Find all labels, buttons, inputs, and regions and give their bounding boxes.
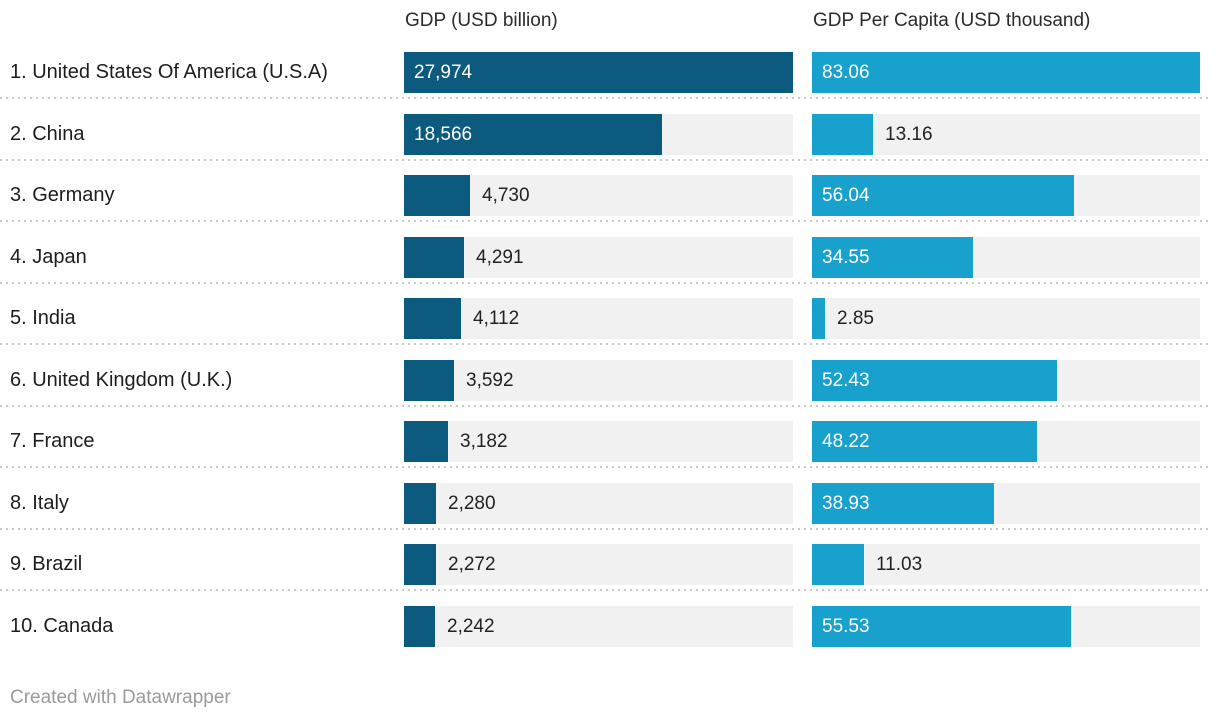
per-capita-value-label: 52.43 bbox=[822, 369, 870, 391]
row-separator bbox=[0, 404, 1208, 407]
row-separator bbox=[0, 281, 1208, 284]
gdp-bar-track: 2,272 bbox=[404, 544, 793, 585]
row-separator bbox=[0, 97, 1208, 99]
column-header-gdp-per-capita: GDP Per Capita (USD thousand) bbox=[813, 10, 1091, 31]
gdp-value-label: 18,566 bbox=[414, 123, 473, 145]
gdp-bar-track: 4,291 bbox=[404, 236, 793, 278]
gdp-value-label: 3,182 bbox=[460, 431, 508, 452]
table-row: 8. Italy 2,280 38.93 bbox=[0, 482, 1220, 545]
gdp-bar bbox=[404, 113, 663, 155]
row-separator bbox=[0, 466, 1208, 468]
gdp-bar-track: 3,182 bbox=[404, 421, 793, 462]
per-capita-bar-track: 48.22 bbox=[812, 421, 1200, 462]
per-capita-bar bbox=[812, 482, 994, 524]
gdp-value-label: 4,291 bbox=[476, 246, 524, 268]
country-label: 2. China bbox=[10, 122, 85, 145]
gdp-bar-track: 27,974 bbox=[404, 52, 793, 93]
gdp-value-label: 2,272 bbox=[448, 554, 496, 575]
gdp-value-label: 4,730 bbox=[482, 185, 530, 206]
gdp-bar bbox=[404, 359, 454, 401]
row-separator bbox=[0, 343, 1208, 345]
per-capita-bar-track: 83.06 bbox=[812, 52, 1200, 93]
country-label: 8. Italy bbox=[10, 491, 69, 514]
country-label: 4. Japan bbox=[10, 245, 87, 268]
row-separator bbox=[0, 589, 1208, 591]
per-capita-value-label: 48.22 bbox=[822, 431, 870, 452]
country-label: 3. Germany bbox=[10, 184, 115, 206]
table-row: 3. Germany 4,730 56.04 bbox=[0, 175, 1220, 237]
gdp-value-label: 27,974 bbox=[414, 62, 473, 83]
gdp-bar bbox=[404, 298, 462, 339]
gdp-bar bbox=[404, 175, 470, 216]
per-capita-bar-track: 38.93 bbox=[812, 482, 1200, 524]
gdp-bar-track: 2,280 bbox=[404, 482, 793, 524]
gdp-bar bbox=[404, 421, 449, 462]
gdp-value-label: 3,592 bbox=[466, 369, 514, 391]
per-capita-value-label: 2.85 bbox=[837, 308, 874, 329]
per-capita-value-label: 11.03 bbox=[876, 554, 923, 575]
per-capita-bar bbox=[812, 113, 874, 155]
per-capita-bar-track: 56.04 bbox=[812, 175, 1200, 216]
table-row: 5. India 4,112 2.85 bbox=[0, 298, 1220, 360]
country-label: 9. Brazil bbox=[10, 553, 83, 575]
gdp-value-label: 4,112 bbox=[473, 308, 520, 329]
table-row: 7. France 3,182 48.22 bbox=[0, 421, 1220, 483]
per-capita-value-label: 83.06 bbox=[822, 62, 870, 83]
per-capita-bar bbox=[812, 544, 864, 585]
per-capita-value-label: 55.53 bbox=[822, 615, 870, 637]
gdp-bar-track: 2,242 bbox=[404, 605, 793, 647]
country-label: 6. United Kingdom (U.K.) bbox=[10, 368, 233, 391]
per-capita-bar-track: 13.16 bbox=[812, 113, 1200, 155]
country-label: 1. United States Of America (U.S.A) bbox=[10, 61, 328, 83]
gdp-bar-track: 4,730 bbox=[404, 175, 793, 216]
gdp-value-label: 2,242 bbox=[447, 615, 495, 637]
gdp-bar bbox=[404, 605, 436, 647]
per-capita-bar bbox=[812, 605, 1072, 647]
rows: 1. United States Of America (U.S.A) 27,9… bbox=[0, 52, 1220, 667]
per-capita-bar bbox=[812, 52, 1200, 93]
per-capita-value-label: 38.93 bbox=[822, 492, 870, 514]
row-separator bbox=[0, 527, 1208, 530]
per-capita-bar bbox=[812, 359, 1057, 401]
per-capita-bar-track: 34.55 bbox=[812, 236, 1200, 278]
column-header-gdp: GDP (USD billion) bbox=[405, 10, 558, 31]
per-capita-bar bbox=[812, 421, 1038, 462]
country-label: 5. India bbox=[10, 307, 76, 329]
table-row: 1. United States Of America (U.S.A) 27,9… bbox=[0, 52, 1220, 114]
gdp-bar-track: 18,566 bbox=[404, 113, 793, 155]
per-capita-bar-track: 11.03 bbox=[812, 544, 1200, 585]
gdp-bar-track: 4,112 bbox=[404, 298, 793, 339]
table-row: 2. China 18,566 13.16 bbox=[0, 113, 1220, 176]
per-capita-bar bbox=[812, 236, 974, 278]
table-row: 4. Japan 4,291 34.55 bbox=[0, 236, 1220, 299]
gdp-bar bbox=[404, 482, 436, 524]
per-capita-value-label: 34.55 bbox=[822, 246, 870, 268]
table-row: 10. Canada 2,242 55.53 bbox=[0, 605, 1220, 668]
gdp-bar-track: 3,592 bbox=[404, 359, 793, 401]
per-capita-bar-track: 52.43 bbox=[812, 359, 1200, 401]
country-label: 10. Canada bbox=[10, 614, 114, 637]
gdp-bar bbox=[404, 544, 436, 585]
per-capita-value-label: 56.04 bbox=[822, 185, 870, 206]
per-capita-bar-track: 55.53 bbox=[812, 605, 1200, 647]
per-capita-value-label: 13.16 bbox=[885, 123, 933, 145]
gdp-value-label: 2,280 bbox=[448, 492, 496, 514]
table-row: 9. Brazil 2,272 11.03 bbox=[0, 544, 1220, 606]
per-capita-bar bbox=[812, 298, 826, 339]
per-capita-bar bbox=[812, 175, 1074, 216]
per-capita-bar-track: 2.85 bbox=[812, 298, 1200, 339]
gdp-bar bbox=[404, 52, 793, 93]
datawrapper-credit-link[interactable]: Created with Datawrapper bbox=[10, 687, 231, 708]
gdp-bar bbox=[404, 236, 464, 278]
country-label: 7. France bbox=[10, 430, 95, 452]
row-separator bbox=[0, 220, 1208, 222]
table-row: 6. United Kingdom (U.K.) 3,592 52.43 bbox=[0, 359, 1220, 422]
row-separator bbox=[0, 158, 1208, 161]
